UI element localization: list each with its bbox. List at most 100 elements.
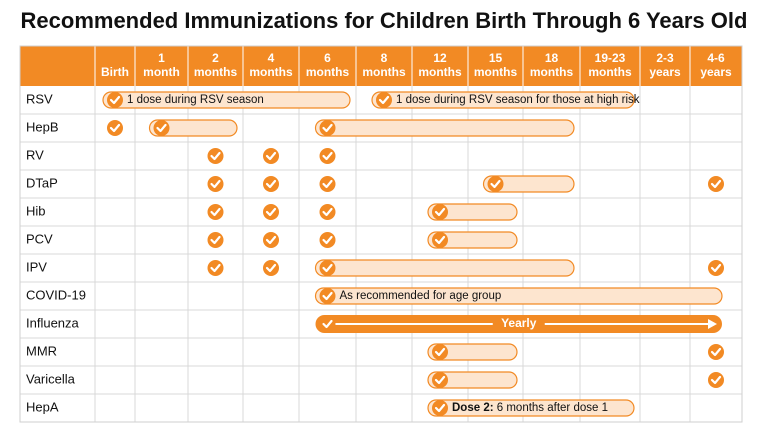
check-circle [432, 232, 448, 248]
check-circle [319, 288, 336, 304]
check-circle [263, 260, 279, 276]
check-mark [322, 319, 333, 329]
dose-bar [427, 343, 518, 361]
column-header: months [194, 65, 238, 79]
check-icon [319, 204, 336, 220]
check-circle [207, 148, 224, 164]
check-icon [708, 372, 724, 388]
check-mark [322, 207, 333, 217]
check-icon [432, 344, 448, 360]
check-mark [265, 151, 277, 161]
check-mark [210, 207, 221, 217]
dose-bar [314, 259, 575, 277]
check-icon [487, 176, 504, 192]
column-header: 12 [433, 51, 447, 65]
check-mark [710, 263, 722, 273]
column-header: 2 [212, 51, 219, 65]
check-circle [432, 344, 448, 360]
check-icon [319, 316, 336, 332]
column-header: month [143, 65, 180, 79]
vaccine-name: HepA [26, 399, 59, 414]
dose-bar [482, 175, 575, 193]
check-mark [210, 235, 221, 245]
check-circle [107, 92, 123, 108]
dose-bar [148, 119, 238, 137]
dose-bar [314, 119, 575, 137]
check-circle [432, 204, 448, 220]
check-mark [490, 179, 501, 189]
vaccine-name: Influenza [26, 315, 80, 330]
bar-label: 1 dose during RSV season for those at hi… [396, 94, 640, 106]
check-circle [207, 204, 224, 220]
check-circle [487, 176, 504, 192]
check-icon [207, 260, 224, 276]
check-circle [319, 204, 336, 220]
vaccine-name: RV [26, 147, 44, 162]
check-mark [434, 375, 446, 385]
column-header: months [418, 65, 462, 79]
column-header: months [474, 65, 518, 79]
bar-label-text: As recommended for age group [340, 290, 502, 302]
check-mark [156, 123, 167, 133]
check-mark [265, 179, 277, 189]
check-icon [319, 120, 336, 136]
dose-bar [314, 287, 723, 305]
dose-bar [427, 371, 518, 389]
check-circle [107, 120, 123, 136]
check-mark [434, 207, 446, 217]
column-header: 19-23 [595, 51, 626, 65]
check-circle [319, 316, 336, 332]
check-icon [432, 400, 448, 416]
column-header: months [530, 65, 574, 79]
header-band [20, 46, 742, 86]
check-mark [434, 347, 446, 357]
bar-label-text: 1 dose during RSV season for those at hi… [396, 94, 640, 106]
check-mark [109, 123, 121, 133]
check-icon [263, 148, 279, 164]
check-icon [708, 344, 724, 360]
check-circle [263, 232, 279, 248]
check-icon [319, 288, 336, 304]
check-mark [265, 235, 277, 245]
dose-bar [102, 91, 351, 109]
check-icon [263, 176, 279, 192]
check-icon [432, 372, 448, 388]
dose-bar [427, 399, 635, 417]
vaccine-name: HepB [26, 119, 59, 134]
check-circle [319, 120, 336, 136]
check-mark [322, 235, 333, 245]
check-circle [708, 344, 724, 360]
check-mark [210, 179, 221, 189]
check-mark [378, 95, 390, 105]
check-mark [210, 151, 221, 161]
check-mark [322, 123, 333, 133]
check-icon [432, 204, 448, 220]
check-icon [319, 148, 336, 164]
check-circle [207, 176, 224, 192]
bar-label-text: 6 months after dose 1 [497, 402, 608, 414]
check-mark [322, 263, 333, 273]
check-icon [319, 232, 336, 248]
column-header: 18 [545, 51, 559, 65]
check-mark [434, 235, 446, 245]
check-icon [207, 204, 224, 220]
check-mark [265, 207, 277, 217]
check-mark [322, 151, 333, 161]
vaccine-name: DTaP [26, 175, 58, 190]
column-header: months [362, 65, 406, 79]
dose-bar [427, 203, 518, 221]
check-icon [263, 232, 279, 248]
check-circle [432, 400, 448, 416]
table-border [19, 45, 743, 423]
title: Recommended Immunizations for Children B… [21, 8, 748, 33]
check-icon [319, 260, 336, 276]
check-icon [207, 232, 224, 248]
check-circle [708, 176, 724, 192]
check-mark [322, 291, 333, 301]
check-circle [319, 232, 336, 248]
column-header: months [249, 65, 293, 79]
column-header: 1 [158, 51, 165, 65]
bar-label-bold: Dose 2: [452, 402, 494, 414]
column-header: 4-6 [707, 51, 725, 65]
